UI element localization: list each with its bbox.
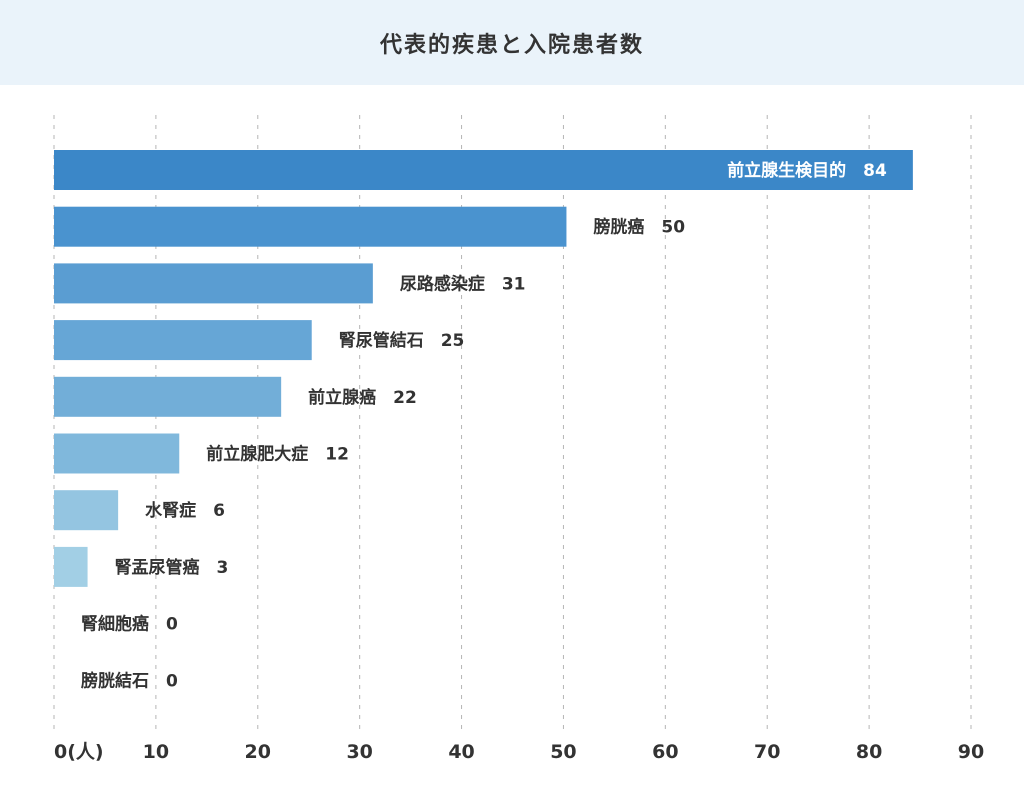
x-tick-label: 30 (346, 741, 372, 763)
x-tick-label: 60 (652, 741, 678, 763)
bar (54, 150, 913, 190)
bar (54, 546, 88, 587)
title-band: 代表的疾患と入院患者数 (0, 0, 1024, 85)
bar (54, 376, 282, 417)
x-tick-label: 80 (856, 741, 882, 763)
x-tick-label: 40 (448, 741, 474, 763)
bar-label: 腎盂尿管癌 3 (115, 557, 229, 578)
x-tick-label: 50 (550, 741, 576, 763)
x-tick-label: 10 (143, 741, 169, 763)
bar-label: 尿路感染症 31 (400, 273, 526, 294)
x-tick-label: 20 (245, 741, 271, 763)
bar-label: 前立腺生検目的 84 (727, 160, 887, 181)
bar-label: 腎細胞癌 0 (81, 614, 178, 635)
bar (54, 320, 312, 361)
x-tick-label: 70 (754, 741, 780, 763)
bar (54, 206, 567, 247)
bar-label: 膀胱癌 50 (593, 217, 685, 238)
bar (54, 433, 180, 474)
bar-label: 前立腺肥大症 12 (206, 444, 349, 465)
bar-label: 水腎症 6 (145, 500, 225, 521)
bar-label: 腎尿管結石 25 (339, 330, 465, 351)
bar (54, 263, 373, 304)
bar (54, 490, 119, 531)
x-tick-label: 90 (958, 741, 984, 763)
x-tick-label: 0(人) (54, 741, 104, 763)
bar-label: 前立腺癌 22 (308, 387, 417, 408)
chart-title: 代表的疾患と入院患者数 (379, 32, 644, 58)
bar-label: 膀胱結石 0 (81, 670, 178, 691)
